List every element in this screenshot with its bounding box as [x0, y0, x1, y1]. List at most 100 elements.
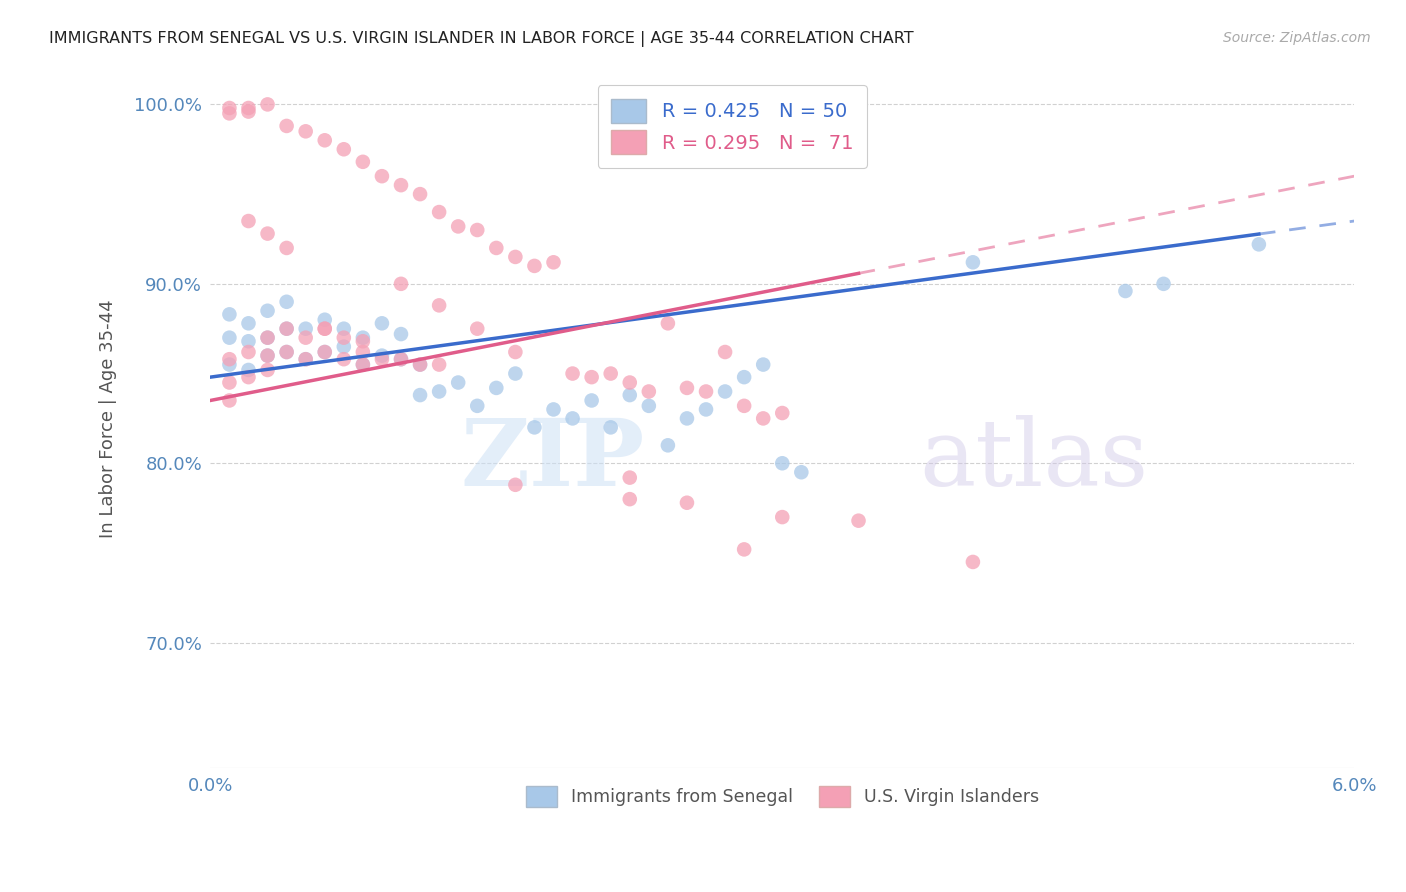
Point: [505, 367, 527, 381]
Point: [218, 101, 240, 115]
Point: [962, 555, 984, 569]
Point: [218, 376, 240, 390]
Point: [561, 367, 583, 381]
Point: [352, 345, 374, 359]
Point: [561, 411, 583, 425]
Point: [447, 376, 470, 390]
Point: [505, 477, 527, 491]
Point: [294, 321, 316, 335]
Point: [427, 298, 450, 312]
Point: [676, 496, 699, 510]
Point: [256, 97, 278, 112]
Point: [256, 349, 278, 363]
Point: [333, 352, 356, 367]
Point: [218, 393, 240, 408]
Point: [238, 345, 260, 359]
Point: [389, 178, 412, 193]
Point: [238, 104, 260, 119]
Point: [218, 331, 240, 345]
Point: [256, 331, 278, 345]
Point: [581, 393, 603, 408]
Point: [276, 321, 298, 335]
Point: [465, 223, 488, 237]
Point: [238, 101, 260, 115]
Point: [657, 316, 679, 330]
Point: [314, 345, 336, 359]
Point: [352, 334, 374, 349]
Point: [599, 367, 621, 381]
Point: [637, 399, 659, 413]
Text: IMMIGRANTS FROM SENEGAL VS U.S. VIRGIN ISLANDER IN LABOR FORCE | AGE 35-44 CORRE: IMMIGRANTS FROM SENEGAL VS U.S. VIRGIN I…: [49, 31, 914, 47]
Point: [314, 321, 336, 335]
Point: [619, 376, 641, 390]
Y-axis label: In Labor Force | Age 35-44: In Labor Force | Age 35-44: [100, 299, 117, 538]
Point: [218, 358, 240, 372]
Point: [733, 370, 755, 384]
Point: [352, 154, 374, 169]
Point: [352, 358, 374, 372]
Point: [352, 331, 374, 345]
Point: [695, 402, 717, 417]
Point: [276, 119, 298, 133]
Point: [218, 106, 240, 120]
Point: [427, 205, 450, 219]
Point: [314, 133, 336, 147]
Point: [599, 420, 621, 434]
Point: [389, 352, 412, 367]
Point: [619, 388, 641, 402]
Point: [409, 358, 432, 372]
Point: [505, 250, 527, 264]
Point: [770, 510, 793, 524]
Point: [256, 227, 278, 241]
Point: [848, 514, 870, 528]
Point: [333, 331, 356, 345]
Point: [389, 352, 412, 367]
Point: [465, 399, 488, 413]
Point: [409, 388, 432, 402]
Point: [543, 255, 565, 269]
Point: [523, 420, 546, 434]
Point: [256, 363, 278, 377]
Point: [523, 259, 546, 273]
Point: [294, 352, 316, 367]
Point: [314, 345, 336, 359]
Point: [581, 370, 603, 384]
Point: [676, 411, 699, 425]
Point: [333, 142, 356, 156]
Point: [333, 321, 356, 335]
Point: [294, 352, 316, 367]
Point: [276, 345, 298, 359]
Point: [657, 438, 679, 452]
Point: [465, 321, 488, 335]
Point: [352, 358, 374, 372]
Point: [752, 411, 775, 425]
Point: [1247, 237, 1270, 252]
Point: [770, 406, 793, 420]
Point: [276, 294, 298, 309]
Point: [276, 345, 298, 359]
Point: [256, 349, 278, 363]
Point: [238, 363, 260, 377]
Point: [314, 312, 336, 326]
Point: [714, 384, 737, 399]
Point: [770, 456, 793, 470]
Point: [962, 255, 984, 269]
Point: [314, 321, 336, 335]
Point: [695, 384, 717, 399]
Point: [238, 370, 260, 384]
Point: [409, 358, 432, 372]
Point: [619, 470, 641, 484]
Point: [256, 331, 278, 345]
Point: [790, 465, 813, 479]
Text: Source: ZipAtlas.com: Source: ZipAtlas.com: [1223, 31, 1371, 45]
Point: [752, 358, 775, 372]
Point: [371, 352, 394, 367]
Text: atlas: atlas: [920, 416, 1149, 506]
Point: [333, 340, 356, 354]
Point: [276, 241, 298, 255]
Point: [389, 277, 412, 291]
Point: [371, 349, 394, 363]
Point: [389, 327, 412, 342]
Point: [1153, 277, 1175, 291]
Point: [218, 307, 240, 321]
